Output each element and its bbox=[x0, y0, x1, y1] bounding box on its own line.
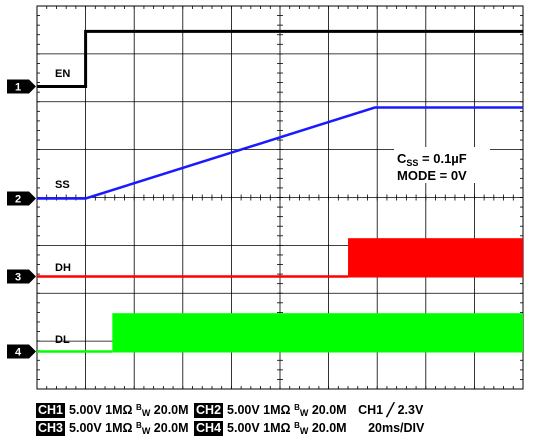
ch3-tag: CH3 bbox=[36, 421, 66, 436]
annotation-css: CSS = 0.1µF bbox=[397, 151, 467, 168]
trigger-source: CH1 bbox=[358, 403, 384, 417]
trace-dl-switching bbox=[112, 313, 523, 353]
trace-label-dh: DH bbox=[55, 262, 71, 274]
ch1-tag: CH1 bbox=[36, 403, 66, 418]
ch3-bw-value: 20.0M bbox=[153, 421, 189, 435]
ch4-bw-value: 20.0M bbox=[311, 421, 347, 435]
ch4-bw-w: W bbox=[299, 426, 309, 436]
channel-marker-1 bbox=[7, 79, 36, 94]
traces bbox=[37, 29, 523, 353]
ch1-bw-b: B bbox=[136, 403, 142, 412]
ch1-bw-w: W bbox=[141, 408, 151, 418]
channel-marker-label-1: 1 bbox=[15, 82, 21, 94]
ch3-bw-b: B bbox=[136, 421, 142, 430]
channel-marker-4 bbox=[7, 344, 36, 359]
trace-label-dl: DL bbox=[55, 334, 70, 346]
footer-row-2: CH3 5.00V 1MΩ BW 20.0M CH4 5.00V 1MΩ BW 20… bbox=[36, 421, 540, 438]
trigger-level: 2.3V bbox=[397, 403, 424, 417]
ch3-settings: 5.00V 1MΩ bbox=[69, 421, 133, 435]
channel-marker-label-3: 3 bbox=[15, 272, 21, 284]
footer-row-1: CH1 5.00V 1MΩ BW 20.0M CH2 5.00V 1MΩ BW 20… bbox=[36, 402, 540, 419]
annotation-mode: MODE = 0V bbox=[397, 168, 467, 183]
conditions-annotation: CSS = 0.1µF MODE = 0V bbox=[394, 147, 490, 183]
ch4-settings: 5.00V 1MΩ bbox=[227, 421, 291, 435]
timebase: 20ms/DIV bbox=[368, 421, 425, 435]
trace-label-ss: SS bbox=[55, 179, 70, 191]
ch4-bw-b: B bbox=[294, 421, 300, 430]
ch2-bw-value: 20.0M bbox=[311, 403, 347, 417]
trace-label-en: EN bbox=[55, 68, 70, 80]
channel-markers: 1 2 3 4 bbox=[7, 79, 36, 359]
ch2-bw-b: B bbox=[294, 403, 300, 412]
trigger-edge-icon: ╱ bbox=[386, 403, 395, 417]
channel-marker-2 bbox=[7, 191, 36, 206]
ch1-settings: 5.00V 1MΩ bbox=[69, 403, 133, 417]
ch2-settings: 5.00V 1MΩ bbox=[227, 403, 291, 417]
ch1-bw-value: 20.0M bbox=[153, 403, 189, 417]
trace-dh-switching bbox=[348, 238, 523, 278]
ch2-tag: CH2 bbox=[194, 403, 224, 418]
channel-marker-label-4: 4 bbox=[15, 347, 22, 359]
channel-marker-3 bbox=[7, 269, 36, 284]
ch2-bw-w: W bbox=[299, 408, 309, 418]
ch3-bw-w: W bbox=[141, 426, 151, 436]
trace-en bbox=[37, 29, 523, 88]
trace-ss bbox=[37, 106, 523, 200]
channel-marker-label-2: 2 bbox=[15, 194, 21, 206]
ch4-tag: CH4 bbox=[194, 421, 224, 436]
